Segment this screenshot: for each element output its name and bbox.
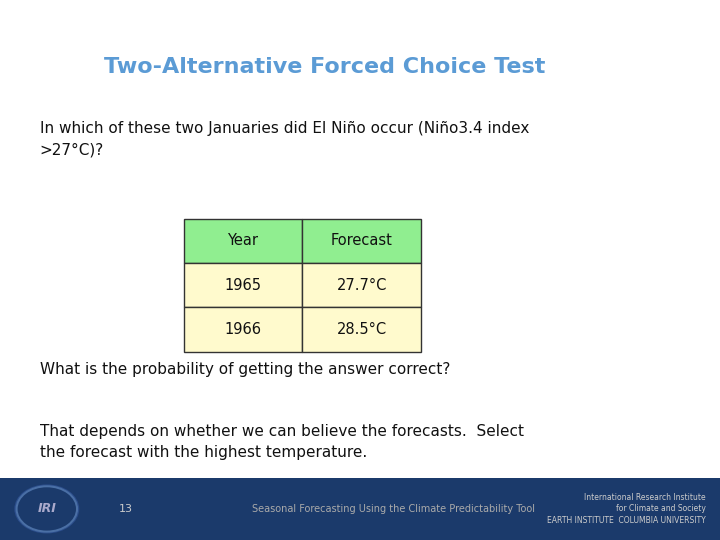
Text: 1965: 1965 xyxy=(225,278,261,293)
Text: IRI: IRI xyxy=(37,502,56,516)
Text: What is the probability of getting the answer correct?: What is the probability of getting the a… xyxy=(40,362,450,377)
Text: That depends on whether we can believe the forecasts.  Select
the forecast with : That depends on whether we can believe t… xyxy=(40,424,523,460)
Text: 1966: 1966 xyxy=(225,322,261,337)
Text: International Research Institute
for Climate and Society
EARTH INSTITUTE  COLUMB: International Research Institute for Cli… xyxy=(547,492,706,525)
FancyBboxPatch shape xyxy=(184,263,302,307)
Text: Two-Alternative Forced Choice Test: Two-Alternative Forced Choice Test xyxy=(104,57,546,77)
FancyBboxPatch shape xyxy=(0,478,720,540)
Text: 28.5°C: 28.5°C xyxy=(337,322,387,337)
Text: 27.7°C: 27.7°C xyxy=(337,278,387,293)
FancyBboxPatch shape xyxy=(302,263,421,307)
FancyBboxPatch shape xyxy=(302,219,421,263)
FancyBboxPatch shape xyxy=(302,307,421,352)
Text: In which of these two Januaries did El Niño occur (Niño3.4 index
>27°C)?: In which of these two Januaries did El N… xyxy=(40,122,529,158)
Text: Seasonal Forecasting Using the Climate Predictability Tool: Seasonal Forecasting Using the Climate P… xyxy=(252,504,535,514)
FancyBboxPatch shape xyxy=(184,219,302,263)
Text: 13: 13 xyxy=(119,504,132,514)
Text: Year: Year xyxy=(228,233,258,248)
Circle shape xyxy=(17,486,77,531)
Text: Forecast: Forecast xyxy=(331,233,392,248)
Circle shape xyxy=(15,485,78,533)
FancyBboxPatch shape xyxy=(184,307,302,352)
